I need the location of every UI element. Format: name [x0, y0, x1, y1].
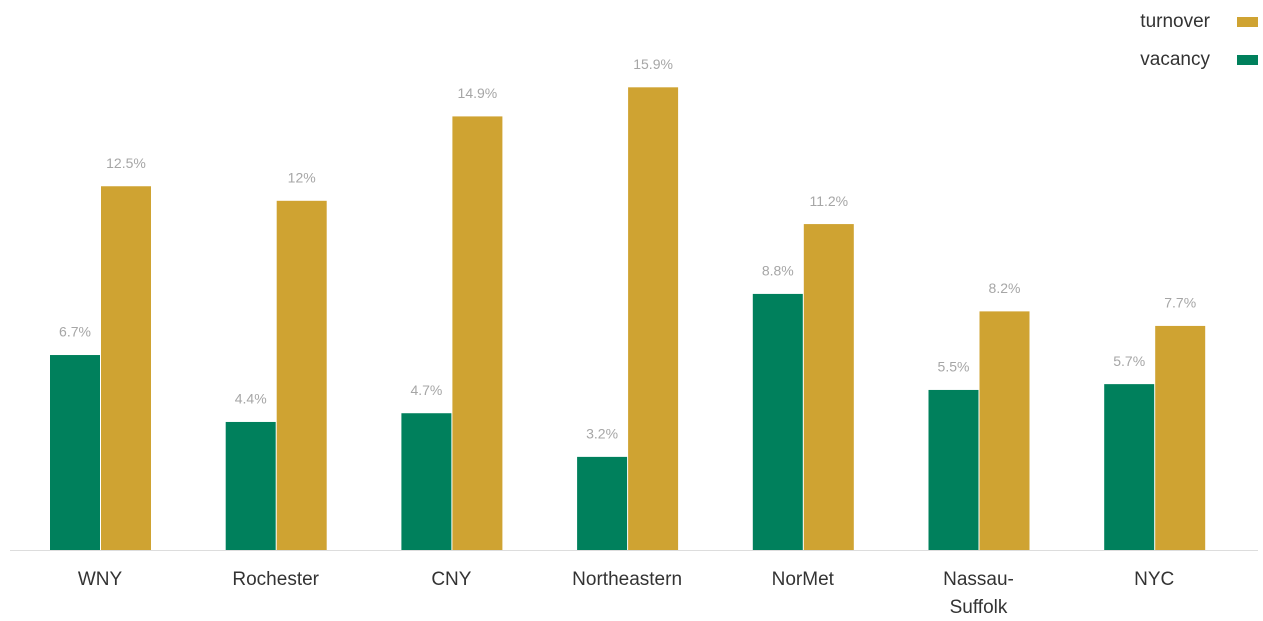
legend-swatch — [1237, 17, 1258, 27]
value-label: 5.5% — [938, 359, 970, 375]
x-tick-label: NYC — [1134, 569, 1174, 590]
legend-label: vacancy — [1140, 49, 1210, 70]
value-label: 11.2% — [809, 193, 848, 209]
x-tick-label: Nassau-Suffolk — [943, 569, 1014, 618]
x-tick-label: NorMet — [772, 569, 835, 590]
value-label: 4.7% — [410, 382, 442, 398]
value-label: 3.2% — [586, 426, 618, 442]
bar — [979, 311, 1030, 550]
value-label: 12.5% — [106, 155, 146, 171]
x-tick-label: Northeastern — [572, 569, 682, 590]
bar — [401, 413, 452, 550]
bar — [50, 355, 100, 550]
value-label: 12% — [288, 170, 316, 186]
legend-swatch — [1237, 55, 1258, 65]
bar — [577, 456, 628, 550]
value-label: 15.9% — [633, 56, 673, 72]
x-tick-label: WNY — [78, 569, 123, 590]
bar — [276, 200, 327, 551]
value-label: 14.9% — [458, 85, 498, 101]
bar — [1104, 384, 1155, 550]
value-label: 7.7% — [1164, 295, 1196, 311]
legend-label: turnover — [1140, 11, 1210, 32]
value-label: 5.7% — [1113, 353, 1145, 369]
bar — [803, 224, 854, 550]
bar — [928, 389, 979, 550]
bar — [452, 116, 503, 550]
value-label: 4.4% — [235, 391, 267, 407]
bar — [752, 293, 803, 550]
bar — [628, 87, 679, 550]
value-label: 8.8% — [762, 263, 794, 279]
bar — [1155, 325, 1206, 550]
value-label: 8.2% — [989, 280, 1021, 296]
bar — [101, 186, 151, 550]
value-label: 6.7% — [59, 324, 91, 340]
bar — [225, 421, 276, 550]
x-tick-label: CNY — [431, 569, 471, 590]
x-tick-label: Rochester — [232, 569, 319, 590]
